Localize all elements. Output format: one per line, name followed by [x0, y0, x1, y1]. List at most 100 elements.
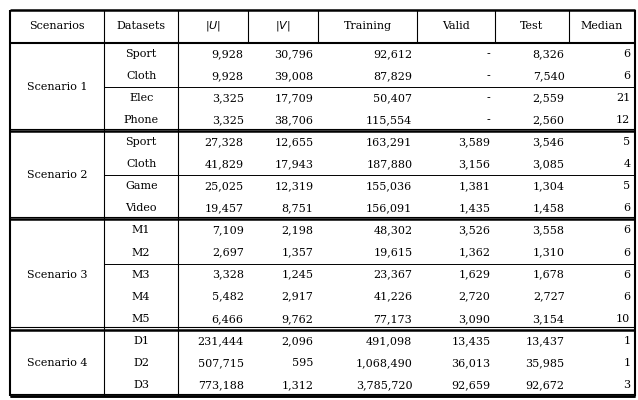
- Text: 5: 5: [623, 137, 630, 147]
- Text: 9,762: 9,762: [282, 314, 314, 324]
- Text: 2,559: 2,559: [533, 93, 565, 103]
- Text: 6: 6: [623, 248, 630, 258]
- Text: 3,325: 3,325: [212, 93, 244, 103]
- Text: 1: 1: [623, 358, 630, 368]
- Text: M3: M3: [132, 270, 151, 280]
- Text: 13,435: 13,435: [451, 336, 491, 346]
- Text: $|U|$: $|U|$: [205, 20, 221, 34]
- Text: 17,943: 17,943: [274, 159, 314, 169]
- Text: 17,709: 17,709: [275, 93, 314, 103]
- Text: 92,612: 92,612: [373, 49, 412, 59]
- Text: 187,880: 187,880: [366, 159, 412, 169]
- Text: 3,154: 3,154: [533, 314, 565, 324]
- Text: 1,245: 1,245: [281, 270, 314, 280]
- Text: 25,025: 25,025: [205, 181, 244, 191]
- Text: M4: M4: [132, 292, 151, 302]
- Text: Test: Test: [521, 22, 544, 32]
- Text: 163,291: 163,291: [366, 137, 412, 147]
- Text: 595: 595: [292, 358, 314, 368]
- Text: 3,785,720: 3,785,720: [356, 380, 412, 390]
- Text: 21: 21: [616, 93, 630, 103]
- Text: 41,829: 41,829: [205, 159, 244, 169]
- Text: 9,928: 9,928: [212, 49, 244, 59]
- Text: 155,036: 155,036: [366, 181, 412, 191]
- Text: 1,357: 1,357: [282, 248, 314, 258]
- Text: $|V|$: $|V|$: [276, 20, 291, 34]
- Text: 1: 1: [623, 336, 630, 346]
- Text: 13,437: 13,437: [526, 336, 565, 346]
- Text: 491,098: 491,098: [366, 336, 412, 346]
- Text: 7,540: 7,540: [533, 71, 565, 81]
- Text: Sport: Sport: [126, 137, 157, 147]
- Text: -: -: [487, 49, 491, 59]
- Text: Training: Training: [343, 22, 392, 32]
- Text: 12: 12: [616, 115, 630, 125]
- Text: Scenario 4: Scenario 4: [27, 358, 87, 368]
- Text: Game: Game: [125, 181, 158, 191]
- Text: 1,312: 1,312: [281, 380, 314, 390]
- Text: 2,697: 2,697: [212, 248, 244, 258]
- Text: 23,367: 23,367: [373, 270, 412, 280]
- Text: 48,302: 48,302: [373, 226, 412, 236]
- Text: 3,085: 3,085: [533, 159, 565, 169]
- Text: 231,444: 231,444: [197, 336, 244, 346]
- Text: Cloth: Cloth: [126, 71, 156, 81]
- Text: 3,589: 3,589: [459, 137, 491, 147]
- Text: 507,715: 507,715: [198, 358, 244, 368]
- Text: Scenario 1: Scenario 1: [27, 82, 87, 92]
- Text: 1,381: 1,381: [459, 181, 491, 191]
- Text: M1: M1: [132, 226, 151, 236]
- Text: 156,091: 156,091: [366, 203, 412, 213]
- Text: 6,466: 6,466: [212, 314, 244, 324]
- Text: Scenario 2: Scenario 2: [27, 170, 87, 180]
- Text: -: -: [487, 115, 491, 125]
- Text: Datasets: Datasets: [117, 22, 166, 32]
- Text: 773,188: 773,188: [198, 380, 244, 390]
- Text: 19,457: 19,457: [205, 203, 244, 213]
- Text: 10: 10: [616, 314, 630, 324]
- Text: 1,678: 1,678: [533, 270, 565, 280]
- Text: 1,310: 1,310: [533, 248, 565, 258]
- Text: D1: D1: [133, 336, 149, 346]
- Text: 30,796: 30,796: [274, 49, 314, 59]
- Text: 2,720: 2,720: [459, 292, 491, 302]
- Text: 5: 5: [623, 181, 630, 191]
- Text: 2,917: 2,917: [282, 292, 314, 302]
- Text: 3: 3: [623, 380, 630, 390]
- Text: M2: M2: [132, 248, 151, 258]
- Text: 36,013: 36,013: [451, 358, 491, 368]
- Text: 3,526: 3,526: [459, 226, 491, 236]
- Text: 3,156: 3,156: [459, 159, 491, 169]
- Text: 27,328: 27,328: [205, 137, 244, 147]
- Text: 8,326: 8,326: [533, 49, 565, 59]
- Text: 41,226: 41,226: [373, 292, 412, 302]
- Text: 1,362: 1,362: [459, 248, 491, 258]
- Text: 92,659: 92,659: [451, 380, 491, 390]
- Text: -: -: [487, 93, 491, 103]
- Text: 3,558: 3,558: [533, 226, 565, 236]
- Text: 3,325: 3,325: [212, 115, 244, 125]
- Text: Phone: Phone: [124, 115, 159, 125]
- Text: 3,328: 3,328: [212, 270, 244, 280]
- Text: 39,008: 39,008: [274, 71, 314, 81]
- Text: 38,706: 38,706: [274, 115, 314, 125]
- Text: 7,109: 7,109: [212, 226, 244, 236]
- Text: 5,482: 5,482: [212, 292, 244, 302]
- Text: 50,407: 50,407: [373, 93, 412, 103]
- Text: 6: 6: [623, 226, 630, 236]
- Text: 2,560: 2,560: [533, 115, 565, 125]
- Text: 3,546: 3,546: [533, 137, 565, 147]
- Text: -: -: [487, 71, 491, 81]
- Text: 12,655: 12,655: [274, 137, 314, 147]
- Text: 2,727: 2,727: [533, 292, 565, 302]
- Text: 6: 6: [623, 203, 630, 213]
- Text: Elec: Elec: [129, 93, 153, 103]
- Text: 19,615: 19,615: [373, 248, 412, 258]
- Text: 77,173: 77,173: [374, 314, 412, 324]
- Text: Scenario 3: Scenario 3: [27, 270, 87, 280]
- Text: 6: 6: [623, 270, 630, 280]
- Text: M5: M5: [132, 314, 151, 324]
- Text: 35,985: 35,985: [526, 358, 565, 368]
- Text: D2: D2: [133, 358, 149, 368]
- Text: Valid: Valid: [442, 22, 470, 32]
